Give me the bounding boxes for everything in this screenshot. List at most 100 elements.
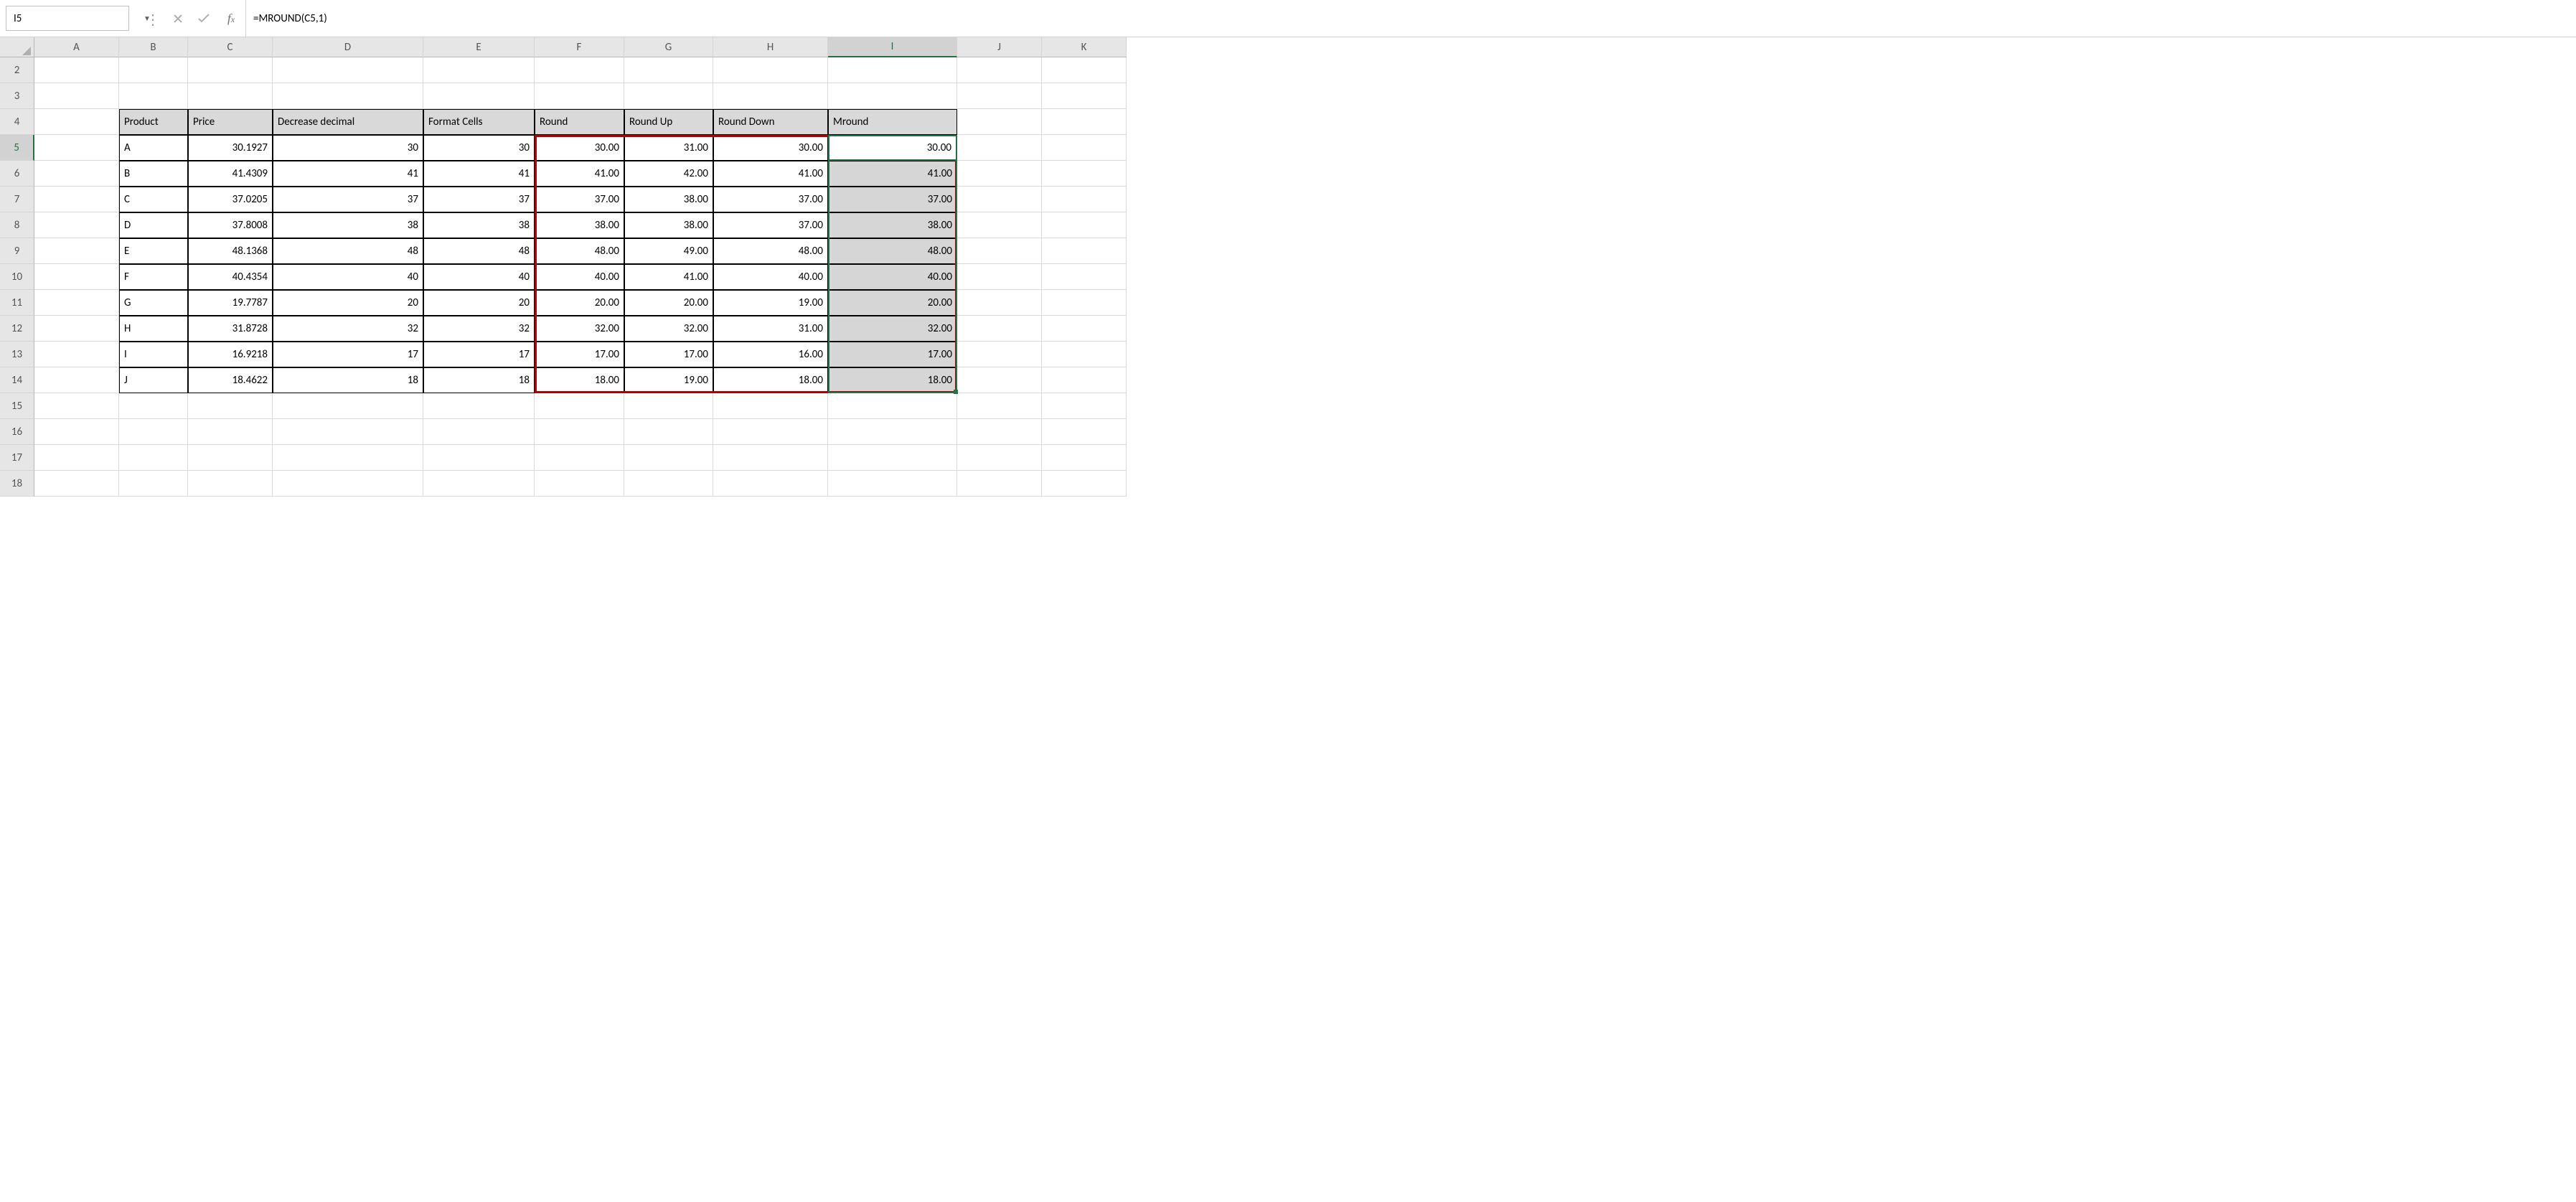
cell-F16[interactable] [535, 419, 624, 445]
col-head-E[interactable]: E [423, 37, 535, 57]
cell-F3[interactable] [535, 83, 624, 109]
cell-I11[interactable]: 20.00 [828, 290, 957, 316]
row-head-12[interactable]: 12 [0, 316, 34, 342]
row-head-10[interactable]: 10 [0, 264, 34, 290]
cell-E11[interactable]: 20 [423, 290, 535, 316]
cell-B10[interactable]: F [119, 264, 188, 290]
cell-C12[interactable]: 31.8728 [188, 316, 273, 342]
cell-I5[interactable]: 30.00 [828, 135, 957, 161]
cell-C14[interactable]: 18.4622 [188, 367, 273, 393]
cell-E7[interactable]: 37 [423, 187, 535, 212]
cell-A18[interactable] [34, 471, 119, 497]
cell-C6[interactable]: 41.4309 [188, 161, 273, 187]
cell-F18[interactable] [535, 471, 624, 497]
cell-E18[interactable] [423, 471, 535, 497]
cell-F4[interactable]: Round [535, 109, 624, 135]
cell-K13[interactable] [1042, 342, 1127, 367]
col-head-H[interactable]: H [713, 37, 828, 57]
cell-G17[interactable] [624, 445, 713, 471]
row-head-17[interactable]: 17 [0, 445, 34, 471]
cell-F8[interactable]: 38.00 [535, 212, 624, 238]
cell-C3[interactable] [188, 83, 273, 109]
cell-K9[interactable] [1042, 238, 1127, 264]
cell-A17[interactable] [34, 445, 119, 471]
row-head-15[interactable]: 15 [0, 393, 34, 419]
cell-F2[interactable] [535, 57, 624, 83]
cell-E12[interactable]: 32 [423, 316, 535, 342]
cell-G12[interactable]: 32.00 [624, 316, 713, 342]
cell-E5[interactable]: 30 [423, 135, 535, 161]
cell-B16[interactable] [119, 419, 188, 445]
cell-C13[interactable]: 16.9218 [188, 342, 273, 367]
cell-H2[interactable] [713, 57, 828, 83]
cell-K17[interactable] [1042, 445, 1127, 471]
cell-C8[interactable]: 37.8008 [188, 212, 273, 238]
cell-H10[interactable]: 40.00 [713, 264, 828, 290]
cell-I3[interactable] [828, 83, 957, 109]
cell-B11[interactable]: G [119, 290, 188, 316]
cell-A10[interactable] [34, 264, 119, 290]
cell-E9[interactable]: 48 [423, 238, 535, 264]
cell-I6[interactable]: 41.00 [828, 161, 957, 187]
cell-H6[interactable]: 41.00 [713, 161, 828, 187]
cell-C9[interactable]: 48.1368 [188, 238, 273, 264]
cell-C5[interactable]: 30.1927 [188, 135, 273, 161]
cell-K2[interactable] [1042, 57, 1127, 83]
cell-J3[interactable] [957, 83, 1042, 109]
insert-function-button[interactable]: fx [217, 0, 245, 37]
cell-G5[interactable]: 31.00 [624, 135, 713, 161]
col-head-K[interactable]: K [1042, 37, 1127, 57]
name-box[interactable]: ▼ [6, 6, 129, 31]
row-head-16[interactable]: 16 [0, 419, 34, 445]
cell-I9[interactable]: 48.00 [828, 238, 957, 264]
cell-A11[interactable] [34, 290, 119, 316]
cell-H15[interactable] [713, 393, 828, 419]
cell-A3[interactable] [34, 83, 119, 109]
cell-H18[interactable] [713, 471, 828, 497]
cell-K6[interactable] [1042, 161, 1127, 187]
cell-G9[interactable]: 49.00 [624, 238, 713, 264]
cell-A6[interactable] [34, 161, 119, 187]
cell-H16[interactable] [713, 419, 828, 445]
cell-F15[interactable] [535, 393, 624, 419]
cell-H12[interactable]: 31.00 [713, 316, 828, 342]
cell-J7[interactable] [957, 187, 1042, 212]
cell-H5[interactable]: 30.00 [713, 135, 828, 161]
col-head-I[interactable]: I [828, 37, 957, 57]
cell-D12[interactable]: 32 [273, 316, 423, 342]
cell-G6[interactable]: 42.00 [624, 161, 713, 187]
cell-J17[interactable] [957, 445, 1042, 471]
cell-I13[interactable]: 17.00 [828, 342, 957, 367]
cell-B8[interactable]: D [119, 212, 188, 238]
row-head-11[interactable]: 11 [0, 290, 34, 316]
cell-G11[interactable]: 20.00 [624, 290, 713, 316]
spreadsheet-grid[interactable]: ABCDEFGHIJK234ProductPriceDecrease decim… [0, 37, 2576, 497]
cell-I15[interactable] [828, 393, 957, 419]
cell-K15[interactable] [1042, 393, 1127, 419]
cell-B9[interactable]: E [119, 238, 188, 264]
cell-C16[interactable] [188, 419, 273, 445]
cell-J8[interactable] [957, 212, 1042, 238]
cell-H14[interactable]: 18.00 [713, 367, 828, 393]
cell-F13[interactable]: 17.00 [535, 342, 624, 367]
cell-J12[interactable] [957, 316, 1042, 342]
cell-G2[interactable] [624, 57, 713, 83]
cell-E15[interactable] [423, 393, 535, 419]
cell-D8[interactable]: 38 [273, 212, 423, 238]
cell-I8[interactable]: 38.00 [828, 212, 957, 238]
cell-B2[interactable] [119, 57, 188, 83]
cell-D14[interactable]: 18 [273, 367, 423, 393]
cell-J4[interactable] [957, 109, 1042, 135]
cell-J6[interactable] [957, 161, 1042, 187]
cell-D4[interactable]: Decrease decimal [273, 109, 423, 135]
cell-K8[interactable] [1042, 212, 1127, 238]
cell-J13[interactable] [957, 342, 1042, 367]
cell-K16[interactable] [1042, 419, 1127, 445]
cell-F14[interactable]: 18.00 [535, 367, 624, 393]
cell-K7[interactable] [1042, 187, 1127, 212]
row-head-7[interactable]: 7 [0, 187, 34, 212]
cell-F11[interactable]: 20.00 [535, 290, 624, 316]
cell-A9[interactable] [34, 238, 119, 264]
cell-E2[interactable] [423, 57, 535, 83]
cell-J9[interactable] [957, 238, 1042, 264]
